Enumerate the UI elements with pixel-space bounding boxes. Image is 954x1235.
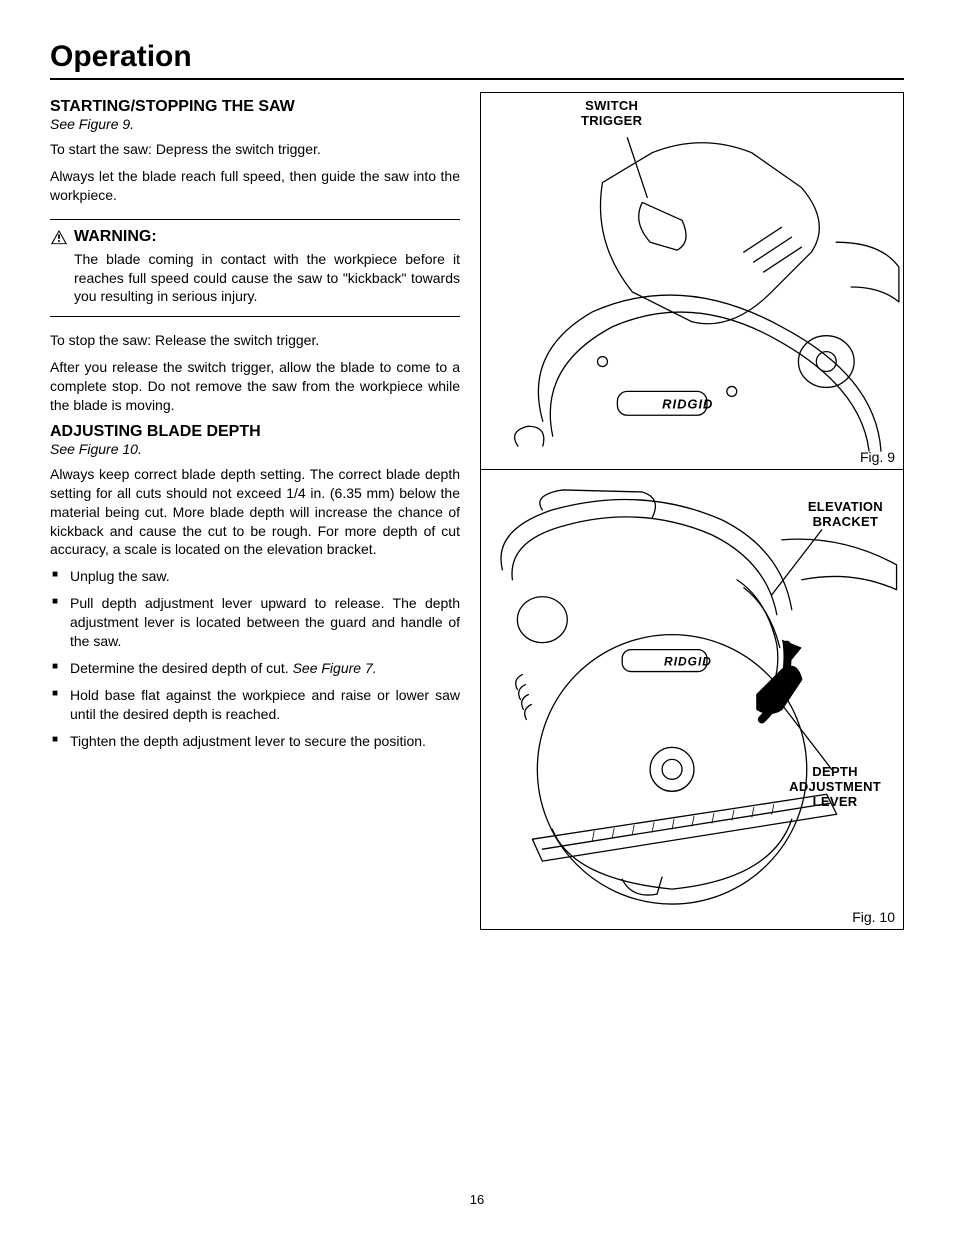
paragraph: After you release the switch trigger, al… [50, 358, 460, 415]
section-heading-start-stop: STARTING/STOPPING THE SAW [50, 98, 460, 116]
warning-header: WARNING: [50, 228, 460, 246]
inline-figure-ref: See Figure 7. [293, 660, 377, 676]
list-item: Unplug the saw. [50, 567, 460, 586]
warning-icon [50, 229, 68, 245]
warning-text: The blade coming in contact with the wor… [50, 250, 460, 307]
list-item: Tighten the depth adjustment lever to se… [50, 732, 460, 751]
left-column: STARTING/STOPPING THE SAW See Figure 9. … [50, 92, 460, 930]
figure-caption: Fig. 10 [852, 909, 895, 925]
list-item: Hold base flat against the workpiece and… [50, 686, 460, 724]
saw-illustration-10: RIDGID [481, 470, 903, 929]
steps-list: Unplug the saw. Pull depth adjustment le… [50, 567, 460, 750]
list-item: Determine the desired depth of cut. See … [50, 659, 460, 678]
figure-9: RIDGID SWITCHTRIGGER Fig. 9 [480, 92, 904, 470]
svg-text:RIDGID: RIDGID [662, 396, 713, 411]
callout-depth-lever: DEPTHADJUSTMENTLEVER [789, 765, 881, 810]
section-heading-depth: ADJUSTING BLADE DEPTH [50, 423, 460, 441]
list-item-text: Determine the desired depth of cut. [70, 660, 293, 676]
paragraph: Always keep correct blade depth setting.… [50, 465, 460, 559]
right-column: RIDGID SWITCHTRIGGER Fig. 9 [480, 92, 904, 930]
figure-reference-9: See Figure 9. [50, 116, 460, 132]
figure-caption: Fig. 9 [860, 449, 895, 465]
paragraph: To start the saw: Depress the switch tri… [50, 140, 460, 159]
callout-elevation-bracket: ELEVATIONBRACKET [808, 500, 883, 530]
two-column-layout: STARTING/STOPPING THE SAW See Figure 9. … [50, 92, 904, 930]
warning-block: WARNING: The blade coming in contact wit… [50, 219, 460, 318]
list-item: Pull depth adjustment lever upward to re… [50, 594, 460, 651]
page-number: 16 [0, 1192, 954, 1207]
svg-text:RIDGID: RIDGID [664, 655, 712, 669]
callout-switch-trigger: SWITCHTRIGGER [581, 99, 642, 129]
page-title: Operation [50, 40, 904, 80]
figure-10: RIDGID ELEVATIONBRACKET DEPTHADJUSTMENTL… [480, 470, 904, 930]
paragraph: To stop the saw: Release the switch trig… [50, 331, 460, 350]
saw-illustration-9: RIDGID [481, 93, 903, 469]
paragraph: Always let the blade reach full speed, t… [50, 167, 460, 205]
figure-reference-10: See Figure 10. [50, 441, 460, 457]
warning-label: WARNING: [74, 228, 157, 246]
